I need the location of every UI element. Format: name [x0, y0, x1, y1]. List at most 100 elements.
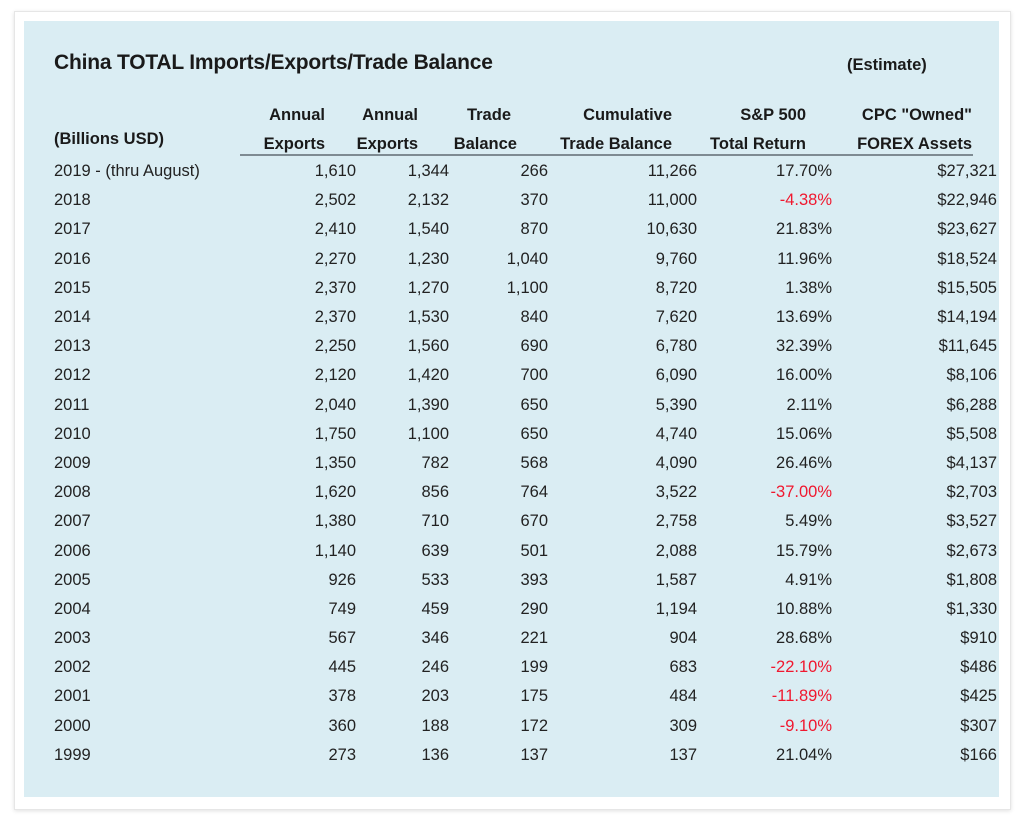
header-line: Cumulative — [583, 106, 672, 124]
trade-balance-cell: 650 — [520, 395, 548, 414]
table-row: 2005 926 533 393 1,587 4.91% $1,808 — [54, 566, 997, 595]
annual-exports-1-cell: 378 — [328, 687, 356, 706]
table-row: 2017 2,410 1,540 870 10,630 21.83% $23,627 — [54, 215, 997, 244]
annual-exports-2-cell: 533 — [421, 570, 449, 589]
annual-exports-2-cell: 1,344 — [407, 162, 449, 181]
table-row: 2001 378 203 175 484 -11.89% $425 — [54, 682, 997, 711]
table-row: 2019 - (thru August) 1,610 1,344 266 11,266 1… — [54, 157, 997, 186]
annual-exports-2-cell: 1,420 — [407, 366, 449, 385]
sp500-return-cell: 11.96% — [777, 249, 832, 268]
forex-assets-cell: $2,673 — [946, 541, 997, 560]
column-header-cpc-forex-assets: CPC "Owned" FOREX Assets — [806, 101, 972, 159]
sp500-return-cell: 17.70% — [776, 162, 832, 181]
sp500-return-cell: 2.11% — [786, 395, 832, 414]
cumulative-trade-balance-cell: 7,620 — [655, 308, 697, 327]
trade-balance-cell: 175 — [520, 687, 548, 706]
cumulative-trade-balance-cell: 4,740 — [655, 424, 697, 443]
year-cell: 2012 — [54, 366, 91, 385]
annual-exports-1-cell: 273 — [328, 745, 356, 764]
table-body: 2019 - (thru August) 1,610 1,344 266 11,266 1… — [54, 157, 997, 770]
annual-exports-1-cell: 360 — [328, 716, 356, 735]
year-cell: 2018 — [54, 191, 91, 210]
table-row: 2012 2,120 1,420 700 6,090 16.00% $8,106 — [54, 361, 997, 390]
annual-exports-2-cell: 1,230 — [407, 249, 449, 268]
trade-balance-cell: 172 — [520, 716, 548, 735]
cumulative-trade-balance-cell: 5,390 — [655, 395, 697, 414]
sp500-return-cell: 32.39% — [776, 337, 832, 356]
forex-assets-cell: $166 — [960, 745, 997, 764]
table-row: 1999 273 136 137 137 21.04% $166 — [54, 741, 997, 770]
trade-balance-cell: 370 — [520, 191, 548, 210]
column-header-annual-exports-2: Annual Exports — [325, 101, 418, 159]
cumulative-trade-balance-cell: 4,090 — [655, 453, 697, 472]
table-row: 2004 749 459 290 1,194 10.88% $1,330 — [54, 595, 997, 624]
annual-exports-2-cell: 1,390 — [407, 395, 449, 414]
annual-exports-1-cell: 2,370 — [314, 308, 356, 327]
header-line: Trade Balance — [560, 135, 672, 153]
header-line: Exports — [356, 135, 418, 153]
annual-exports-1-cell: 2,250 — [314, 337, 356, 356]
sp500-return-cell: 21.83% — [776, 220, 832, 239]
forex-assets-cell: $910 — [960, 629, 997, 648]
cumulative-trade-balance-cell: 6,090 — [655, 366, 697, 385]
forex-assets-cell: $2,703 — [946, 483, 997, 502]
year-cell: 2014 — [54, 308, 91, 327]
trade-balance-cell: 290 — [520, 599, 548, 618]
year-cell: 2019 - (thru August) — [54, 162, 200, 181]
table-panel: China TOTAL Imports/Exports/Trade Balanc… — [24, 21, 999, 797]
trade-balance-cell: 1,040 — [506, 249, 548, 268]
trade-balance-cell: 266 — [520, 162, 548, 181]
trade-balance-cell: 840 — [520, 308, 548, 327]
annual-exports-2-cell: 2,132 — [407, 191, 449, 210]
forex-assets-cell: $23,627 — [937, 220, 997, 239]
annual-exports-1-cell: 749 — [328, 599, 356, 618]
table-row: 2015 2,370 1,270 1,100 8,720 1.38% $15,505 — [54, 274, 997, 303]
header-line: CPC "Owned" — [861, 106, 972, 124]
table-title: China TOTAL Imports/Exports/Trade Balanc… — [54, 51, 493, 74]
annual-exports-2-cell: 1,270 — [407, 278, 449, 297]
sp500-return-cell: -22.10% — [770, 658, 832, 677]
table-row: 2008 1,620 856 764 3,522 -37.00% $2,703 — [54, 478, 997, 507]
sp500-return-cell: 15.06% — [776, 424, 832, 443]
annual-exports-2-cell: 346 — [421, 629, 449, 648]
year-cell: 2000 — [54, 716, 91, 735]
annual-exports-2-cell: 459 — [421, 599, 449, 618]
header-line: Trade — [466, 106, 511, 124]
table-row: 2013 2,250 1,560 690 6,780 32.39% $11,645 — [54, 332, 997, 361]
sp500-return-cell: -9.10% — [779, 716, 832, 735]
forex-assets-cell: $4,137 — [946, 453, 997, 472]
forex-assets-cell: $18,524 — [937, 249, 997, 268]
year-cell: 2003 — [54, 629, 91, 648]
forex-assets-cell: $425 — [960, 687, 997, 706]
table-row: 2003 567 346 221 904 28.68% $910 — [54, 624, 997, 653]
year-cell: 2006 — [54, 541, 91, 560]
year-cell: 1999 — [54, 745, 91, 764]
annual-exports-1-cell: 1,380 — [314, 512, 356, 531]
sp500-return-cell: 13.69% — [776, 308, 832, 327]
header-line: Annual — [269, 106, 325, 124]
header-line: Balance — [453, 135, 517, 153]
forex-assets-cell: $1,330 — [946, 599, 997, 618]
trade-balance-cell: 199 — [520, 658, 548, 677]
annual-exports-1-cell: 2,040 — [314, 395, 356, 414]
cumulative-trade-balance-cell: 309 — [669, 716, 697, 735]
trade-balance-cell: 700 — [520, 366, 548, 385]
year-cell: 2005 — [54, 570, 91, 589]
sp500-return-cell: 16.00% — [776, 366, 832, 385]
cumulative-trade-balance-cell: 8,720 — [655, 278, 697, 297]
trade-balance-cell: 764 — [520, 483, 548, 502]
annual-exports-2-cell: 203 — [421, 687, 449, 706]
table-row: 2014 2,370 1,530 840 7,620 13.69% $14,194 — [54, 303, 997, 332]
table-row: 2009 1,350 782 568 4,090 26.46% $4,137 — [54, 449, 997, 478]
forex-assets-cell: $3,527 — [946, 512, 997, 531]
sp500-return-cell: -37.00% — [770, 483, 832, 502]
trade-balance-cell: 1,100 — [506, 278, 548, 297]
cumulative-trade-balance-cell: 1,587 — [655, 570, 697, 589]
annual-exports-2-cell: 1,530 — [407, 308, 449, 327]
forex-assets-cell: $307 — [960, 716, 997, 735]
annual-exports-1-cell: 445 — [328, 658, 356, 677]
sp500-return-cell: 1.38% — [785, 278, 832, 297]
cumulative-trade-balance-cell: 10,630 — [646, 220, 697, 239]
table-row: 2006 1,140 639 501 2,088 15.79% $2,673 — [54, 536, 997, 565]
cumulative-trade-balance-cell: 2,758 — [655, 512, 697, 531]
